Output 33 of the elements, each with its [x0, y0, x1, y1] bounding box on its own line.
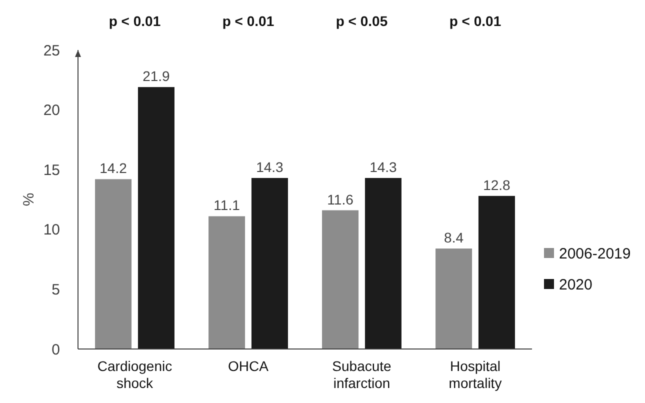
bar — [138, 87, 174, 349]
bar — [251, 178, 288, 349]
x-tick-label: Cardiogenic shock — [97, 358, 172, 391]
y-axis-title: % — [20, 192, 38, 206]
data-label: 12.8 — [483, 176, 511, 193]
bar — [95, 179, 132, 349]
bar — [208, 216, 246, 349]
data-label: 14.2 — [100, 160, 128, 176]
bar — [364, 178, 402, 349]
y-tick-label: 10 — [43, 222, 60, 239]
data-label: 11.1 — [214, 197, 240, 214]
data-label: 11.6 — [327, 191, 354, 208]
legend-label: 2020 — [559, 276, 592, 294]
bar — [478, 196, 515, 349]
y-tick-label: 0 — [52, 341, 60, 358]
data-label: 21.9 — [142, 68, 170, 84]
text: p < 0.01 — [108, 13, 161, 29]
bar — [322, 210, 359, 349]
text: p < 0.01 — [222, 13, 274, 29]
data-label: 8.4 — [444, 230, 464, 246]
y-tick-label: 20 — [43, 102, 60, 120]
legend-label: 2006-2019 — [559, 245, 631, 262]
y-tick-label: 5 — [52, 281, 60, 298]
text: p < 0.05 — [336, 13, 388, 29]
x-tick-label: Subacute infarction — [332, 358, 392, 391]
y-tick-label: 15 — [43, 162, 60, 179]
text: p < 0.01 — [449, 13, 502, 29]
x-tick-label: OHCA — [228, 358, 270, 374]
x-tick-label: Hospital mortality — [448, 358, 502, 391]
y-tick-label: 25 — [43, 42, 60, 60]
bar — [436, 248, 472, 349]
data-label: 14.3 — [370, 158, 398, 175]
data-label: 14.3 — [256, 158, 284, 175]
